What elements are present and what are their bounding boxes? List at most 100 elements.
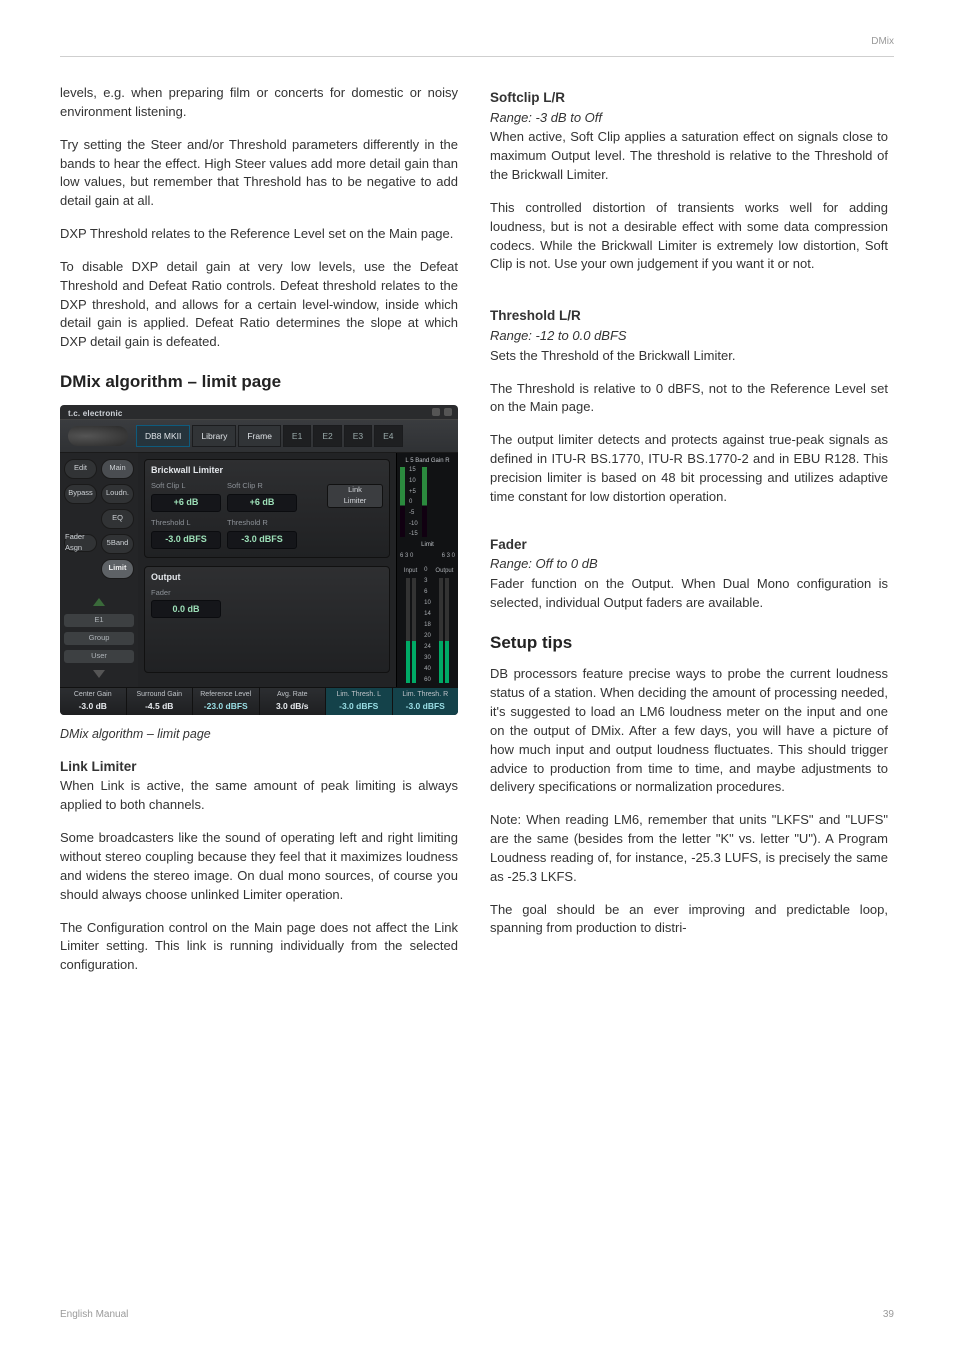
section-heading: Setup tips — [490, 631, 888, 656]
page: DMix levels, e.g. when preparing film or… — [0, 0, 954, 1350]
range-text: Range: Off to 0 dB — [490, 555, 888, 574]
header-section-label: DMix — [871, 36, 894, 47]
status-reference-level: Reference Level -23.0 dBFS — [193, 688, 260, 715]
left-column: levels, e.g. when preparing film or conc… — [60, 84, 458, 989]
io-ticks: 0 3 6 10 14 18 20 24 30 40 60 — [424, 567, 431, 683]
side-5band-button[interactable]: 5Band — [101, 534, 134, 554]
link-limiter-button[interactable]: Link Limiter — [327, 484, 383, 508]
io-meters: Input 0 3 6 10 14 18 20 2 — [400, 567, 455, 683]
input-meter-title: Input — [400, 567, 421, 576]
output-meter-title: Output — [434, 567, 455, 576]
side-arrow-down-icon[interactable] — [64, 668, 134, 681]
meter-panel: L 5 Band Gain R 15 10 +5 0 -5 -10 -15 — [396, 453, 458, 687]
tab-library[interactable]: Library — [192, 425, 236, 447]
range-text: Range: -12 to 0.0 dBFS — [490, 327, 888, 346]
brickwall-panel: Brickwall Limiter Soft Clip L +6 dB Soft… — [144, 459, 390, 558]
tab-e4[interactable]: E4 — [374, 425, 402, 447]
subsection-heading: Threshold L/R — [490, 306, 888, 326]
body-text: Fader function on the Output. When Dual … — [490, 575, 888, 613]
side-e1-cell[interactable]: E1 — [64, 614, 134, 627]
side-eq-button[interactable]: EQ — [101, 509, 134, 529]
brand-label: t.c. electronic — [68, 408, 123, 420]
side-fader-asgn-button[interactable]: Fader Asgn — [64, 534, 97, 552]
softclip-r-value[interactable]: +6 dB — [227, 494, 297, 512]
link-limiter-label2: Limiter — [344, 496, 367, 507]
tab-e1[interactable]: E1 — [283, 425, 311, 447]
body-text: DXP Threshold relates to the Reference L… — [60, 225, 458, 244]
content-columns: levels, e.g. when preparing film or conc… — [60, 84, 894, 989]
subsection-heading: Fader — [490, 535, 888, 555]
gain-bar-r — [422, 467, 427, 537]
threshold-l-label: Threshold L — [151, 518, 221, 529]
status-lim-thresh-l: Lim. Thresh. L -3.0 dBFS — [326, 688, 393, 715]
side-group-cell[interactable]: Group — [64, 632, 134, 645]
header-rule — [60, 56, 894, 57]
body-text: Try setting the Steer and/or Threshold p… — [60, 136, 458, 211]
body-text: Note: When reading LM6, remember that un… — [490, 811, 888, 886]
side-loudn-button[interactable]: Loudn. — [101, 484, 134, 504]
body-text: DB processors feature precise ways to pr… — [490, 665, 888, 797]
status-lim-thresh-r: Lim. Thresh. R -3.0 dBFS — [393, 688, 459, 715]
footer-left: English Manual — [60, 1309, 128, 1320]
softclip-l-label: Soft Clip L — [151, 481, 221, 492]
figure-caption: DMix algorithm – limit page — [60, 725, 458, 743]
body-text: Some broadcasters like the sound of oper… — [60, 829, 458, 904]
gain-meter-title: L 5 Band Gain R — [400, 457, 455, 466]
status-center-gain: Center Gain -3.0 dB — [60, 688, 127, 715]
gain-meter: 15 10 +5 0 -5 -10 -15 — [400, 467, 455, 537]
dmix-limit-screenshot: t.c. electronic DB8 MKII Library Frame E… — [60, 405, 458, 715]
threshold-r-label: Threshold R — [227, 518, 297, 529]
range-text: Range: -3 dB to Off — [490, 109, 888, 128]
body-text: To disable DXP detail gain at very low l… — [60, 258, 458, 352]
gain-bar-l — [400, 467, 405, 537]
tab-frame[interactable]: Frame — [238, 425, 281, 447]
softclip-l-value[interactable]: +6 dB — [151, 494, 221, 512]
side-arrow-up-icon[interactable] — [64, 596, 134, 609]
center-panels: Brickwall Limiter Soft Clip L +6 dB Soft… — [138, 453, 396, 687]
subsection-heading: Softclip L/R — [490, 88, 888, 108]
output-panel: Output Fader 0.0 dB — [144, 566, 390, 673]
brickwall-title: Brickwall Limiter — [151, 464, 383, 477]
status-surround-gain: Surround Gain -4.5 dB — [127, 688, 194, 715]
threshold-r-value[interactable]: -3.0 dBFS — [227, 531, 297, 549]
page-footer: English Manual 39 — [60, 1309, 894, 1320]
body-text: The Configuration control on the Main pa… — [60, 919, 458, 976]
fader-value[interactable]: 0.0 dB — [151, 600, 221, 618]
body-text: The goal should be an ever improving and… — [490, 901, 888, 939]
section-heading: DMix algorithm – limit page — [60, 370, 458, 395]
top-tab-bar: DB8 MKII Library Frame E1 E2 E3 E4 — [60, 419, 458, 453]
tab-e2[interactable]: E2 — [313, 425, 341, 447]
right-column: Softclip L/R Range: -3 dB to Off When ac… — [490, 84, 888, 989]
window-controls[interactable] — [432, 408, 452, 416]
side-user-cell[interactable]: User — [64, 650, 134, 663]
side-button-column: Edit Main Bypass Loudn. EQ Fader Asgn — [60, 453, 138, 687]
status-avg-rate: Avg. Rate 3.0 dB/s — [260, 688, 327, 715]
softclip-r-label: Soft Clip R — [227, 481, 297, 492]
subsection-heading: Link Limiter — [60, 757, 458, 777]
side-limit-button[interactable]: Limit — [101, 559, 134, 579]
tab-db8[interactable]: DB8 MKII — [136, 425, 190, 447]
body-text: When Link is active, the same amount of … — [60, 777, 458, 815]
body-text: Sets the Threshold of the Brickwall Limi… — [490, 347, 888, 366]
limit-ticks-l: 6 3 0 — [400, 552, 413, 561]
footer-page-number: 39 — [883, 1309, 894, 1320]
body-text: The output limiter detects and protects … — [490, 431, 888, 506]
threshold-l-value[interactable]: -3.0 dBFS — [151, 531, 221, 549]
body-text: This controlled distortion of transients… — [490, 199, 888, 274]
side-edit-button[interactable]: Edit — [64, 459, 97, 479]
side-main-button[interactable]: Main — [101, 459, 134, 479]
pen-icon — [68, 426, 128, 446]
limit-meter-title: Limit — [400, 541, 455, 550]
limit-ticks-r: 6 3 0 — [442, 552, 455, 561]
body-text: When active, Soft Clip applies a saturat… — [490, 128, 888, 185]
side-bypass-button[interactable]: Bypass — [64, 484, 97, 504]
body-text: The Threshold is relative to 0 dBFS, not… — [490, 380, 888, 418]
body-text: levels, e.g. when preparing film or conc… — [60, 84, 458, 122]
gain-ticks: 15 10 +5 0 -5 -10 -15 — [409, 467, 418, 537]
screenshot-body: Edit Main Bypass Loudn. EQ Fader Asgn — [60, 453, 458, 687]
link-limiter-label1: Link — [348, 485, 362, 496]
output-title: Output — [151, 571, 383, 584]
fader-label: Fader — [151, 588, 221, 599]
bottom-status-bar: Center Gain -3.0 dB Surround Gain -4.5 d… — [60, 687, 458, 715]
tab-e3[interactable]: E3 — [344, 425, 372, 447]
